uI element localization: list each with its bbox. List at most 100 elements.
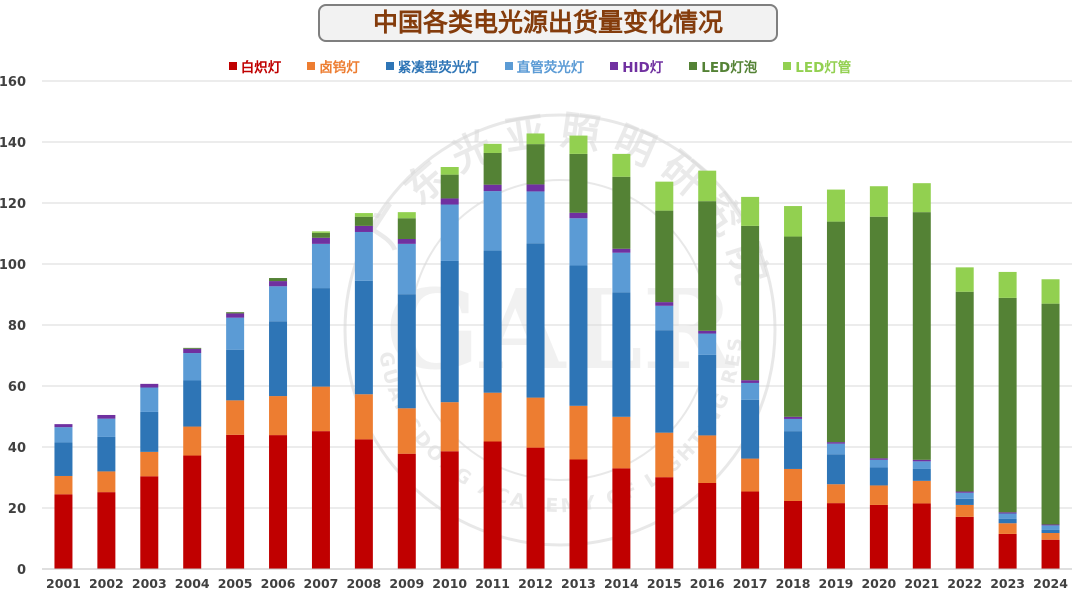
bar-segment bbox=[741, 458, 760, 492]
bar-segment bbox=[655, 181, 674, 211]
bar-segment bbox=[54, 494, 73, 569]
bar-segment bbox=[569, 218, 588, 266]
bar-segment bbox=[397, 294, 416, 409]
bar-segment bbox=[655, 477, 674, 569]
bar-segment bbox=[612, 468, 631, 569]
bar-segment bbox=[483, 184, 502, 192]
legend-swatch bbox=[228, 62, 237, 70]
bar-segment bbox=[483, 143, 502, 153]
bar-segment bbox=[698, 482, 717, 569]
bar-segment bbox=[269, 396, 288, 436]
axes: 0 20 40 60 80 100 120 140 160 2001 2002 2003 2004 200… bbox=[0, 75, 1072, 591]
bar-segment bbox=[998, 271, 1017, 298]
bar-segment bbox=[912, 212, 931, 460]
x-tick-label: 2010 bbox=[432, 576, 467, 591]
bar-segment bbox=[397, 218, 416, 239]
bar-segment bbox=[97, 418, 116, 437]
bar-segment bbox=[440, 451, 459, 569]
bar-segment bbox=[741, 225, 760, 381]
bar-segment bbox=[998, 523, 1017, 534]
chart-title: 中国各类电光源出货量变化情况 bbox=[318, 4, 778, 42]
bar-segment bbox=[655, 432, 674, 478]
x-tick-label: 2003 bbox=[132, 576, 167, 591]
bar-segment bbox=[698, 354, 717, 436]
bar-segment bbox=[912, 183, 931, 213]
grid bbox=[42, 80, 1072, 509]
legend: 白炽灯 卤钨灯 紧凑型荧光灯 直管荧光灯 HID灯 LED灯泡 LED灯管 bbox=[0, 55, 1080, 77]
bar-segment bbox=[97, 471, 116, 493]
bar-segment bbox=[354, 225, 373, 232]
bar-segment bbox=[655, 210, 674, 303]
y-tick-label: 100 bbox=[0, 258, 26, 273]
legend-swatch bbox=[783, 62, 792, 70]
legend-label: HID灯 bbox=[622, 60, 664, 76]
bar-segment bbox=[955, 491, 974, 493]
bar-segment bbox=[354, 280, 373, 395]
x-tick-label: 2016 bbox=[690, 576, 725, 591]
bar-segment bbox=[226, 349, 245, 401]
legend-label: 白炽灯 bbox=[240, 60, 282, 76]
x-tick-label: 2005 bbox=[218, 576, 253, 591]
bar-segment bbox=[183, 348, 202, 354]
bar-segment bbox=[826, 221, 845, 443]
x-tick-label: 2011 bbox=[475, 576, 510, 591]
x-tick-label: 2009 bbox=[389, 576, 424, 591]
bar-segment bbox=[397, 408, 416, 454]
x-tick-label: 2006 bbox=[261, 576, 296, 591]
bar-segment bbox=[1041, 303, 1060, 525]
bar-segment bbox=[483, 392, 502, 442]
bar-segment bbox=[526, 243, 545, 398]
x-tick-label: 2020 bbox=[861, 576, 896, 591]
y-tick-label: 40 bbox=[8, 441, 26, 456]
bar-segment bbox=[612, 176, 631, 249]
y-tick-label: 120 bbox=[0, 197, 26, 212]
bar-segment bbox=[1041, 525, 1060, 530]
bar-segment bbox=[269, 278, 288, 282]
bar-segment bbox=[226, 312, 245, 314]
bar-segment bbox=[998, 533, 1017, 569]
x-tick-label: 2001 bbox=[46, 576, 81, 591]
bar-segment bbox=[269, 435, 288, 569]
bar-segment bbox=[97, 414, 116, 419]
y-tick-label: 160 bbox=[0, 75, 26, 90]
bar-segment bbox=[784, 468, 803, 501]
bar-segment bbox=[269, 321, 288, 397]
bar-segment bbox=[354, 394, 373, 440]
bar-segment bbox=[741, 382, 760, 400]
x-tick-label: 2019 bbox=[819, 576, 854, 591]
bar-segment bbox=[826, 443, 845, 455]
bar-segment bbox=[354, 213, 373, 217]
bar-segment bbox=[483, 441, 502, 569]
bar-segment bbox=[741, 380, 760, 383]
bar-segment bbox=[612, 292, 631, 417]
legend-label: 紧凑型荧光灯 bbox=[397, 60, 479, 76]
bar-segment bbox=[397, 212, 416, 219]
bar-segment bbox=[698, 201, 717, 331]
bar-segment bbox=[912, 461, 931, 469]
bar-segment bbox=[698, 170, 717, 202]
bar-segment bbox=[483, 152, 502, 185]
bar-segment bbox=[183, 353, 202, 381]
y-tick-label: 20 bbox=[8, 502, 26, 517]
bar-segment bbox=[912, 503, 931, 569]
bar-segment bbox=[912, 459, 931, 462]
bar-segment bbox=[440, 402, 459, 452]
bar-segment bbox=[569, 405, 588, 460]
bar-segment bbox=[397, 453, 416, 569]
bar-segment bbox=[354, 439, 373, 569]
legend-item: LED灯泡 bbox=[689, 56, 757, 76]
legend-item: HID灯 bbox=[610, 56, 663, 76]
bar-segment bbox=[784, 500, 803, 569]
bar-segment bbox=[440, 167, 459, 175]
x-tick-label: 2022 bbox=[947, 576, 982, 591]
bar-segment bbox=[569, 135, 588, 154]
bar-segment bbox=[311, 288, 330, 387]
legend-item: 紧凑型荧光灯 bbox=[385, 56, 479, 76]
bar-segment bbox=[54, 442, 73, 476]
x-tick-label: 2002 bbox=[89, 576, 124, 591]
bar-segment bbox=[526, 133, 545, 145]
bar-segment bbox=[612, 153, 631, 177]
x-tick-label: 2007 bbox=[304, 576, 339, 591]
bar-segment bbox=[440, 260, 459, 403]
